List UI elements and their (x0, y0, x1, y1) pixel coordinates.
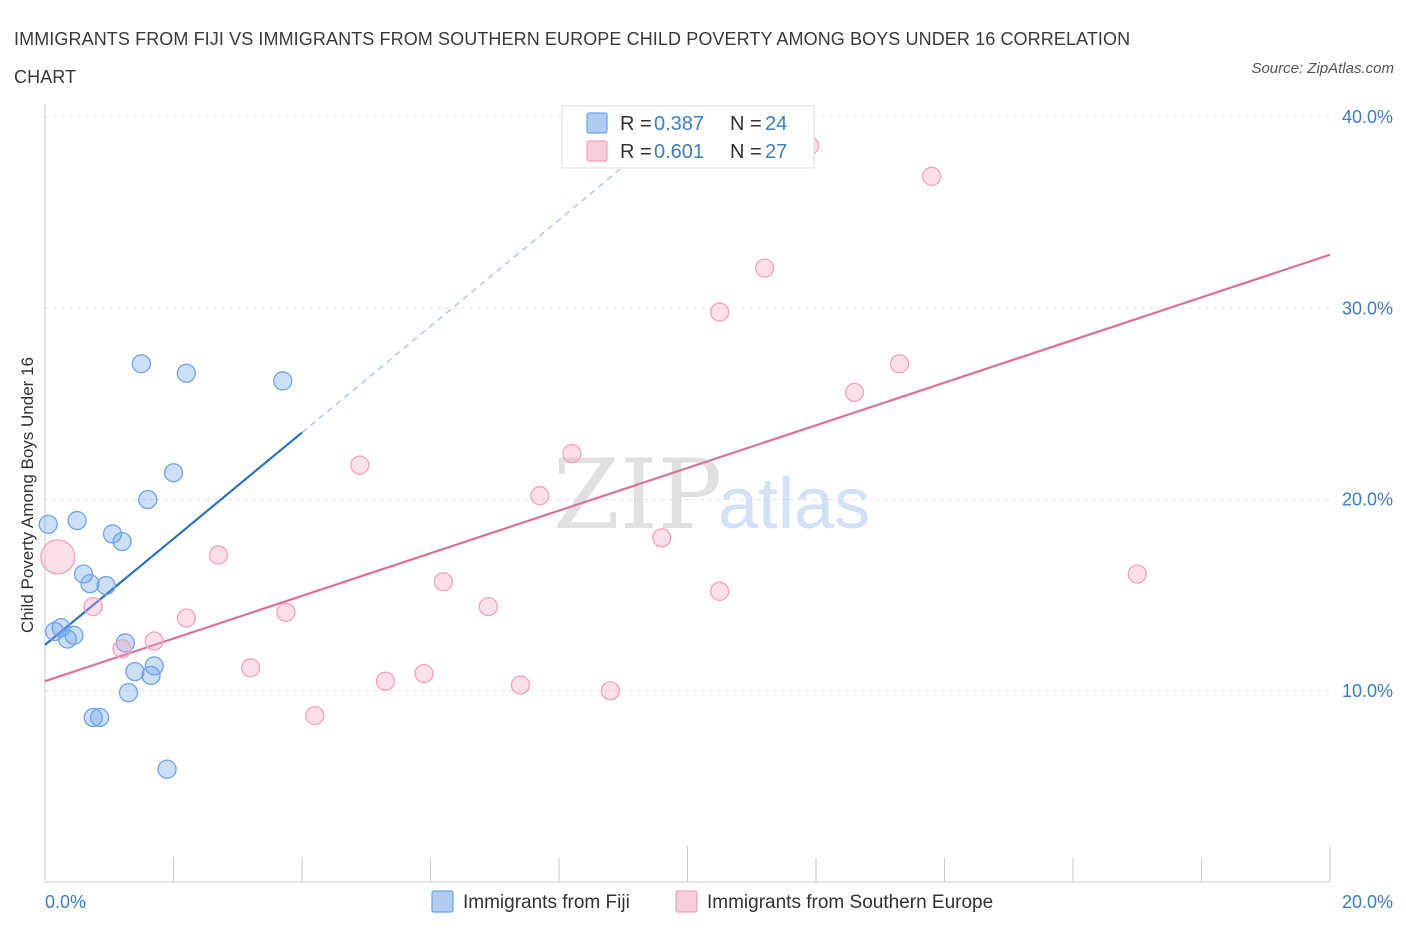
fiji-point (138, 489, 158, 510)
southern-europe-point (276, 602, 296, 622)
southern-europe-point (350, 455, 370, 475)
southern-europe-point (709, 302, 730, 322)
fiji-point (96, 575, 116, 596)
southern-europe-point (375, 671, 396, 691)
fiji-point (125, 661, 145, 682)
fiji-point (83, 707, 103, 728)
top-legend: R = 0.387 N = 24 R = 0.601 N = 27 (561, 105, 815, 169)
y-tick-label: 10.0% (1342, 681, 1393, 701)
legend-r-value: 0.387 (654, 113, 704, 135)
southern-europe-point (754, 258, 775, 278)
y-axis-label: Child Poverty Among Boys Under 16 (18, 357, 37, 633)
legend-swatch (586, 112, 608, 134)
trend-line-extension (301, 166, 624, 434)
trend-line (44, 431, 303, 646)
data-points (38, 136, 1147, 779)
legend-r-label: R = (620, 113, 652, 135)
southern-europe-point (112, 639, 132, 659)
chart-source: Source: ZipAtlas.com (1251, 60, 1394, 77)
southern-europe-point (176, 608, 197, 628)
southern-europe-point (844, 382, 865, 403)
trend-line (44, 253, 1331, 683)
southern-europe-point (414, 663, 434, 684)
fiji-point (115, 633, 135, 653)
southern-europe-point (600, 681, 621, 701)
southern-europe-point (652, 528, 672, 548)
fiji-point (141, 665, 161, 686)
fiji-point (80, 574, 100, 594)
southern-europe-point (240, 658, 261, 678)
legend-r-label: R = (620, 141, 652, 163)
axes (44, 104, 1331, 883)
x-tick-label: 0.0% (45, 892, 86, 912)
watermark: ZIP atlas (553, 439, 870, 551)
fiji-point (112, 531, 132, 552)
fiji-point (118, 683, 139, 703)
fiji-point (163, 463, 184, 483)
southern-europe-point (305, 705, 325, 726)
y-tick-label: 30.0% (1342, 298, 1393, 318)
watermark-zip: ZIP (553, 439, 722, 551)
southern-europe-point (83, 596, 103, 617)
watermark-atlas: atlas (718, 464, 870, 544)
bottom-legend-label: Immigrants from Southern Europe (707, 892, 993, 913)
y-tick-label: 20.0% (1342, 490, 1393, 510)
chart-title: IMMIGRANTS FROM FIJI VS IMMIGRANTS FROM … (14, 29, 1131, 87)
fiji-point (38, 514, 58, 535)
southern-europe-point (709, 581, 730, 601)
legend-swatch (586, 140, 608, 162)
fiji-point (102, 524, 123, 544)
x-tick-label: 20.0% (1342, 892, 1393, 912)
fiji-point (89, 707, 110, 728)
southern-europe-point (144, 631, 164, 651)
bottom-legend: Immigrants from Fiji Immigrants from Sout… (431, 890, 993, 913)
fiji-point (176, 363, 197, 383)
legend-n-label: N = (730, 113, 762, 135)
southern-europe-point (562, 443, 582, 464)
tick-labels: 10.0% 20.0% 30.0% 40.0% 0.0% 20.0% (45, 107, 1393, 912)
legend-n-label: N = (730, 141, 762, 163)
southern-europe-point (922, 166, 942, 186)
southern-europe-point (530, 486, 550, 506)
y-tick-label: 40.0% (1342, 107, 1393, 127)
southern-europe-point (40, 539, 76, 575)
grid-lines (45, 116, 1330, 692)
southern-europe-point (478, 596, 498, 617)
bottom-legend-swatch (431, 890, 454, 913)
southern-europe-point (1127, 564, 1147, 584)
southern-europe-point (510, 675, 531, 695)
southern-europe-point (889, 354, 910, 374)
bottom-legend-label: Immigrants from Fiji (463, 892, 630, 913)
fiji-point (73, 564, 94, 584)
fiji-point (157, 759, 177, 779)
fiji-point (273, 371, 293, 391)
southern-europe-point (208, 545, 229, 565)
southern-europe-point (433, 572, 454, 592)
fiji-point (64, 625, 84, 645)
fiji-point (131, 354, 152, 374)
legend-n-value: 24 (765, 113, 787, 135)
fiji-point (67, 510, 87, 531)
trend-lines (44, 166, 1331, 683)
legend-n-value: 27 (765, 141, 787, 163)
bottom-legend-swatch (675, 890, 698, 913)
legend-r-value: 0.601 (654, 141, 704, 163)
